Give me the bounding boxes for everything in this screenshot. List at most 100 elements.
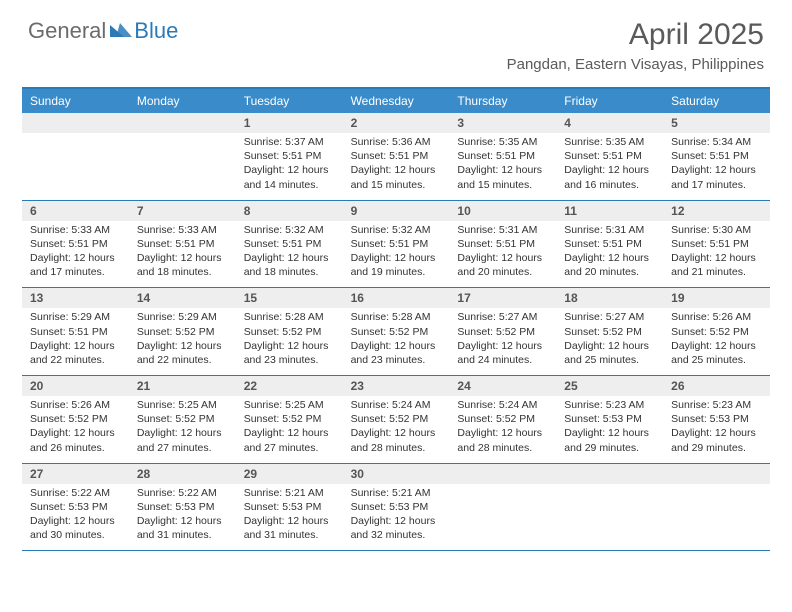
week-row: Sunrise: 5:37 AMSunset: 5:51 PMDaylight:… — [22, 133, 770, 201]
sunset-text: Sunset: 5:52 PM — [137, 412, 228, 426]
daylight-text: and 31 minutes. — [137, 528, 228, 542]
daylight-text: Daylight: 12 hours — [564, 426, 655, 440]
sunset-text: Sunset: 5:51 PM — [30, 237, 121, 251]
sunrise-text: Sunrise: 5:24 AM — [351, 398, 442, 412]
day-cell: Sunrise: 5:27 AMSunset: 5:52 PMDaylight:… — [556, 308, 663, 375]
sunrise-text: Sunrise: 5:28 AM — [351, 310, 442, 324]
day-number — [556, 464, 663, 484]
day-number: 11 — [556, 201, 663, 221]
sunrise-text: Sunrise: 5:22 AM — [30, 486, 121, 500]
day-number: 20 — [22, 376, 129, 396]
daylight-text: and 28 minutes. — [457, 441, 548, 455]
day-cell: Sunrise: 5:28 AMSunset: 5:52 PMDaylight:… — [236, 308, 343, 375]
day-cell: Sunrise: 5:27 AMSunset: 5:52 PMDaylight:… — [449, 308, 556, 375]
day-number: 12 — [663, 201, 770, 221]
daylight-text: Daylight: 12 hours — [244, 514, 335, 528]
logo-text-blue: Blue — [134, 18, 178, 44]
sunrise-text: Sunrise: 5:31 AM — [457, 223, 548, 237]
daylight-text: Daylight: 12 hours — [351, 163, 442, 177]
logo-triangle-icon — [110, 21, 132, 42]
daynum-row: 27282930 — [22, 464, 770, 484]
day-cell: Sunrise: 5:32 AMSunset: 5:51 PMDaylight:… — [343, 221, 450, 288]
sunrise-text: Sunrise: 5:30 AM — [671, 223, 762, 237]
daylight-text: Daylight: 12 hours — [244, 339, 335, 353]
day-number: 23 — [343, 376, 450, 396]
sunrise-text: Sunrise: 5:26 AM — [30, 398, 121, 412]
sunrise-text: Sunrise: 5:31 AM — [564, 223, 655, 237]
sunset-text: Sunset: 5:53 PM — [351, 500, 442, 514]
daylight-text: Daylight: 12 hours — [671, 251, 762, 265]
page-header: General Blue April 2025 Pangdan, Eastern… — [0, 0, 792, 81]
sunrise-text: Sunrise: 5:23 AM — [671, 398, 762, 412]
daylight-text: and 15 minutes. — [457, 178, 548, 192]
day-number — [129, 113, 236, 133]
sunrise-text: Sunrise: 5:25 AM — [244, 398, 335, 412]
daylight-text: Daylight: 12 hours — [30, 339, 121, 353]
week-row: Sunrise: 5:22 AM Sunset: 5:53 PM Daylight:… — [22, 484, 770, 552]
day-cell: Sunrise: 5:22 AMSunset: 5:53 PMDaylight:… — [22, 484, 129, 551]
daylight-text: and 15 minutes. — [351, 178, 442, 192]
sunset-text: Sunset: 5:52 PM — [457, 325, 548, 339]
daylight-text: Daylight: 12 hours — [457, 426, 548, 440]
weekday-header: Thursday — [449, 89, 556, 113]
day-cell: Sunrise: 5:22 AMSunset: 5:53 PMDaylight:… — [129, 484, 236, 551]
sunset-text: Sunset: 5:52 PM — [671, 325, 762, 339]
daylight-text: and 28 minutes. — [351, 441, 442, 455]
daylight-text: and 27 minutes. — [244, 441, 335, 455]
day-number: 17 — [449, 288, 556, 308]
daynum-row: 20212223242526 — [22, 376, 770, 396]
sunset-text: Sunset: 5:51 PM — [244, 237, 335, 251]
day-number — [22, 113, 129, 133]
sunrise-text: Sunrise: 5:22 AM — [137, 486, 228, 500]
daylight-text: Daylight: 12 hours — [244, 163, 335, 177]
daylight-text: and 16 minutes. — [564, 178, 655, 192]
sunrise-text: Sunrise: 5:23 AM — [564, 398, 655, 412]
day-number: 28 — [129, 464, 236, 484]
daylight-text: Daylight: 12 hours — [457, 251, 548, 265]
sunrise-text: Sunrise: 5:35 AM — [457, 135, 548, 149]
daylight-text: and 14 minutes. — [244, 178, 335, 192]
sunrise-text: Sunrise: 5:36 AM — [351, 135, 442, 149]
daylight-text: and 31 minutes. — [244, 528, 335, 542]
daylight-text: Daylight: 12 hours — [137, 514, 228, 528]
day-cell: Sunrise: 5:31 AMSunset: 5:51 PMDaylight:… — [556, 221, 663, 288]
daylight-text: and 17 minutes. — [30, 265, 121, 279]
weekday-header: Monday — [129, 89, 236, 113]
sunset-text: Sunset: 5:52 PM — [244, 412, 335, 426]
day-cell: Sunrise: 5:25 AMSunset: 5:52 PMDaylight:… — [236, 396, 343, 463]
day-cell — [663, 484, 770, 551]
day-cell: Sunrise: 5:35 AMSunset: 5:51 PMDaylight:… — [449, 133, 556, 200]
daylight-text: and 24 minutes. — [457, 353, 548, 367]
daylight-text: and 21 minutes. — [671, 265, 762, 279]
daynum-row: 6789101112 — [22, 201, 770, 221]
sunrise-text: Sunrise: 5:27 AM — [457, 310, 548, 324]
sunset-text: Sunset: 5:51 PM — [564, 237, 655, 251]
calendar: Sunday Monday Tuesday Wednesday Thursday… — [22, 87, 770, 551]
day-number: 15 — [236, 288, 343, 308]
sunrise-text: Sunrise: 5:28 AM — [244, 310, 335, 324]
sunset-text: Sunset: 5:52 PM — [30, 412, 121, 426]
daylight-text: Daylight: 12 hours — [30, 251, 121, 265]
daylight-text: and 23 minutes. — [351, 353, 442, 367]
weekday-header: Tuesday — [236, 89, 343, 113]
day-cell: Sunrise: 5:29 AMSunset: 5:52 PMDaylight:… — [129, 308, 236, 375]
daylight-text: and 27 minutes. — [137, 441, 228, 455]
daylight-text: and 20 minutes. — [457, 265, 548, 279]
day-cell: Sunrise: 5:36 AMSunset: 5:51 PMDaylight:… — [343, 133, 450, 200]
daylight-text: and 30 minutes. — [30, 528, 121, 542]
daylight-text: Daylight: 12 hours — [137, 251, 228, 265]
sunset-text: Sunset: 5:52 PM — [457, 412, 548, 426]
daylight-text: Daylight: 12 hours — [564, 339, 655, 353]
day-cell: Sunrise: 5:33 AMSunset: 5:51 PMDaylight:… — [129, 221, 236, 288]
sunrise-text: Sunrise: 5:25 AM — [137, 398, 228, 412]
sunset-text: Sunset: 5:53 PM — [564, 412, 655, 426]
day-number: 13 — [22, 288, 129, 308]
daylight-text: Daylight: 12 hours — [351, 339, 442, 353]
day-cell: Sunrise: 5:30 AMSunset: 5:51 PMDaylight:… — [663, 221, 770, 288]
day-number: 24 — [449, 376, 556, 396]
daylight-text: and 26 minutes. — [30, 441, 121, 455]
day-number: 21 — [129, 376, 236, 396]
sunrise-text: Sunrise: 5:24 AM — [457, 398, 548, 412]
day-number: 2 — [343, 113, 450, 133]
daylight-text: Daylight: 12 hours — [671, 163, 762, 177]
